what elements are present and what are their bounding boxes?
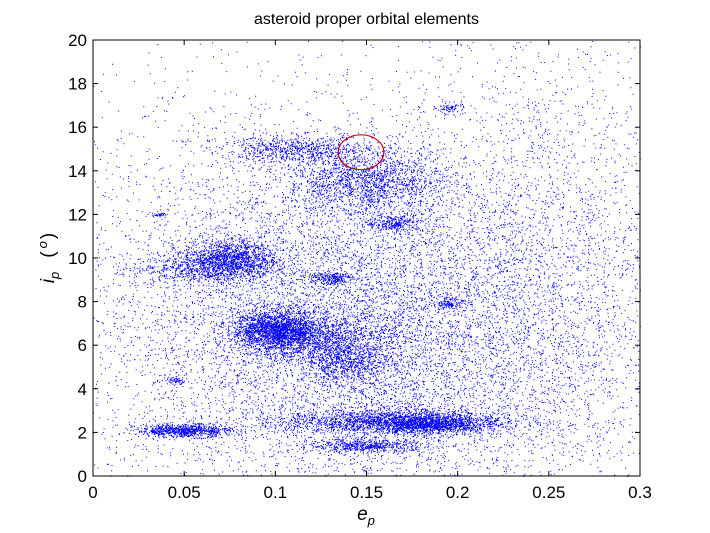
y-axis-unit-degree: o: [35, 241, 50, 248]
x-axis-label-main: e: [357, 504, 368, 525]
y-axis-ticks: 0 2 4 6 8 10 12 14 16 18 20: [68, 31, 640, 486]
chart-title: asteroid proper orbital elements: [254, 11, 479, 28]
x-axis-label-sub: p: [367, 513, 375, 528]
y-axis-label-sub: p: [47, 272, 62, 280]
y-axis-label: ip ( o): [35, 233, 62, 283]
y-axis-label-main: i: [38, 278, 59, 283]
x-tick-label: 0.1: [264, 483, 288, 502]
y-tick-label: 18: [68, 75, 87, 94]
x-axis-ticks: 0 0.05 0.1 0.15 0.2 0.25 0.3: [88, 40, 652, 502]
y-tick-label: 12: [68, 205, 87, 224]
x-tick-label: 0.2: [446, 483, 470, 502]
scatter-points: [93, 40, 641, 478]
y-tick-label: 16: [68, 118, 87, 137]
x-tick-label: 0.25: [532, 483, 565, 502]
y-tick-label: 10: [68, 249, 87, 268]
highlight-ellipse: [337, 134, 385, 171]
y-tick-label: 20: [68, 31, 87, 50]
y-tick-label: 2: [78, 423, 87, 442]
x-tick-label: 0.05: [168, 483, 201, 502]
y-tick-label: 14: [68, 162, 87, 181]
x-tick-label: 0.15: [350, 483, 383, 502]
svg-text:ip(o): ip ( o): [35, 233, 62, 283]
x-tick-label: 0: [88, 483, 97, 502]
y-tick-label: 8: [78, 293, 87, 312]
y-tick-label: 0: [78, 467, 87, 486]
y-tick-label: 4: [78, 380, 87, 399]
x-tick-label: 0.3: [628, 483, 652, 502]
asteroid-points: [93, 40, 641, 478]
y-axis-unit-close: ): [38, 233, 59, 239]
y-tick-label: 6: [78, 336, 87, 355]
x-axis-label: ep: [357, 504, 375, 528]
y-axis-unit-open: (: [38, 251, 59, 258]
